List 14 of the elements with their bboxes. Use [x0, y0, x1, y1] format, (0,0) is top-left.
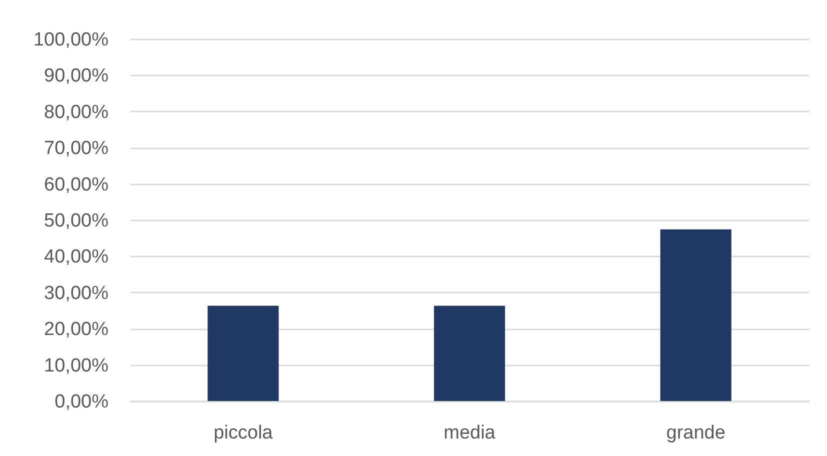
- x-tick-label: grande: [666, 422, 726, 444]
- y-tick-label: 10,00%: [44, 355, 109, 376]
- y-tick-label: 40,00%: [44, 246, 109, 268]
- y-tick-label: 0,00%: [54, 392, 109, 412]
- y-tick-label: 100,00%: [33, 30, 109, 50]
- y-tick-label: 50,00%: [44, 210, 109, 232]
- y-tick-label: 30,00%: [44, 282, 109, 304]
- y-tick-label: 70,00%: [44, 138, 109, 160]
- x-tick-label: media: [444, 422, 496, 444]
- y-tick-label: 20,00%: [44, 319, 109, 340]
- y-tick-label: 90,00%: [44, 66, 109, 87]
- y-tick-label: 80,00%: [44, 102, 109, 123]
- x-tick-label: piccola: [214, 422, 274, 444]
- y-tick-label: 60,00%: [44, 174, 109, 196]
